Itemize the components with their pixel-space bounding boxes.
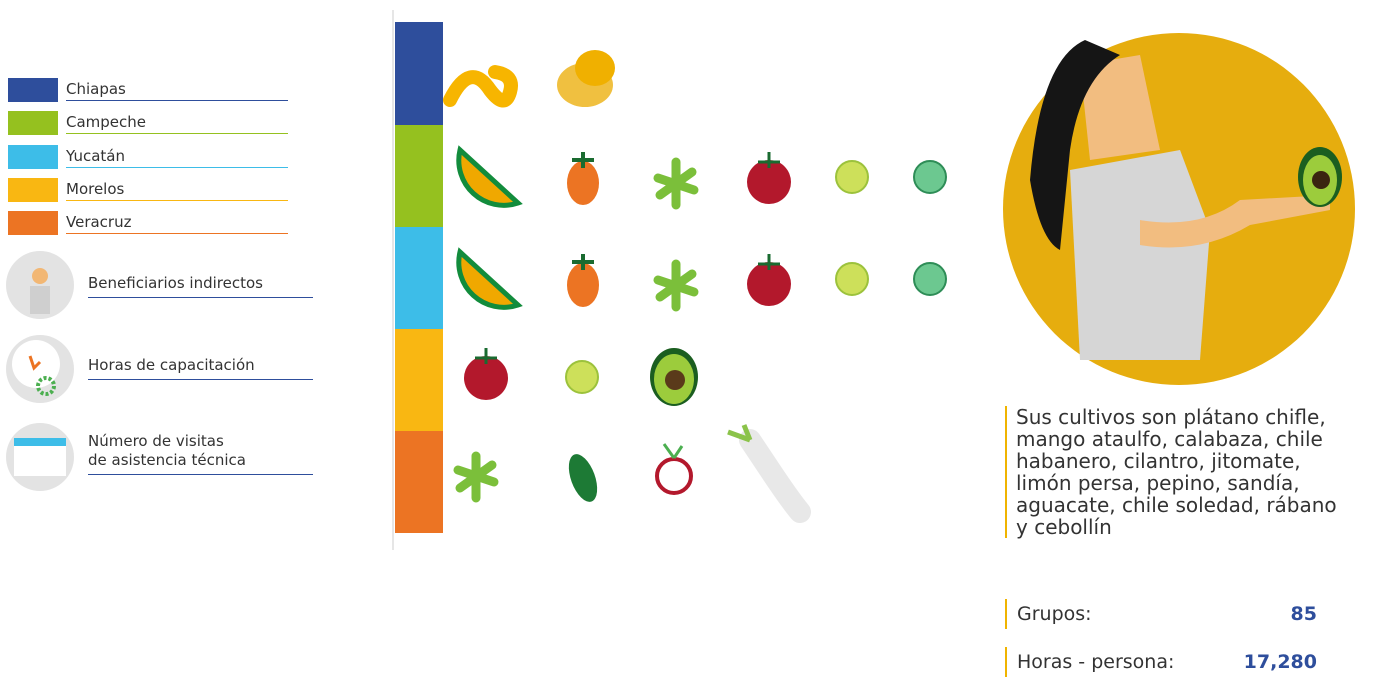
indicator-text: Horas de capacitación [88,356,313,375]
state-label: Yucatán [66,145,288,168]
description-line: habanero, cilantro, jitomate, [1016,450,1337,472]
page: Chiapas Campeche Yucatán Morelos Veracru… [0,0,1387,681]
indicator-text: Número de visitas [88,432,313,451]
description-line: Sus cultivos son plátano chifle, [1016,406,1337,428]
description-line: y cebollín [1016,516,1337,538]
stat-label: Horas - persona: [1017,651,1174,673]
description-line: aguacate, chile soledad, rábano [1016,494,1337,516]
state-label: Veracruz [66,211,288,234]
description-line: limón persa, pepino, sandía, [1016,472,1337,494]
description-line: mango ataulfo, calabaza, chile [1016,428,1337,450]
indicator: Horas de capacitación [88,356,313,380]
stat: Horas - persona: 17,280 [1005,647,1317,677]
indicator-text: Beneficiarios indirectos [88,274,313,293]
stat-value: 17,280 [1244,647,1317,677]
state-label: Chiapas [66,78,288,101]
stat-label: Grupos: [1017,603,1092,625]
stat: Grupos: 85 [1005,599,1317,629]
state-label: Morelos [66,178,288,201]
indicator: Beneficiarios indirectos [88,274,313,298]
stat-value: 85 [1291,599,1317,629]
indicator-text: de asistencia técnica [88,451,313,470]
state-label: Campeche [66,111,288,134]
description: Sus cultivos son plátano chifle, mango a… [1005,406,1337,538]
graphics [0,0,1387,681]
